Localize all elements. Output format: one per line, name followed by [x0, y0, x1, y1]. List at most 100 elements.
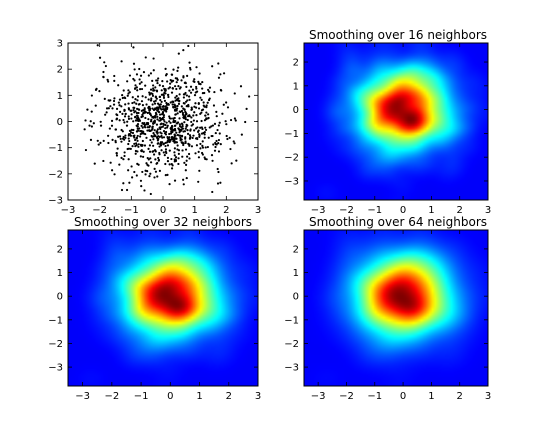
scatter-point — [165, 121, 168, 124]
scatter-point — [213, 122, 217, 125]
scatter-point — [189, 85, 193, 88]
scatter-point — [131, 176, 134, 179]
scatter-point — [158, 145, 161, 148]
scatter-point — [140, 100, 144, 103]
scatter-point — [162, 113, 166, 117]
scatter-point — [152, 100, 156, 103]
scatter-point — [145, 103, 148, 106]
scatter-point — [115, 118, 118, 121]
scatter-point — [160, 113, 164, 116]
scatter-point — [142, 71, 146, 74]
scatter-point — [164, 174, 167, 177]
scatter-point — [120, 105, 123, 108]
scatter-point — [175, 81, 178, 84]
scatter-point — [154, 86, 157, 89]
scatter-point — [123, 115, 127, 118]
scatter-point — [193, 94, 197, 97]
scatter-point — [183, 93, 186, 96]
scatter-point — [174, 129, 177, 132]
scatter-point — [177, 85, 180, 88]
scatter-point — [126, 80, 129, 83]
scatter-point — [107, 107, 110, 110]
scatter-point — [185, 85, 188, 88]
scatter-point — [111, 107, 114, 110]
scatter-point — [140, 124, 143, 127]
scatter-point — [179, 137, 182, 141]
scatter-point — [153, 129, 156, 132]
scatter-point — [151, 127, 154, 130]
scatter-point — [94, 104, 97, 107]
scatter-point — [217, 170, 220, 174]
scatter-point — [141, 113, 144, 117]
scatter-point — [180, 122, 184, 125]
scatter-point — [156, 115, 159, 118]
scatter-point — [187, 95, 191, 98]
scatter-point — [140, 144, 143, 147]
scatter-point — [202, 101, 205, 104]
scatter-point — [151, 115, 154, 119]
scatter-point — [225, 123, 228, 126]
scatter-point — [173, 133, 176, 136]
scatter-point — [225, 134, 228, 138]
scatter-point — [114, 128, 118, 131]
scatter-point — [175, 87, 178, 91]
scatter-point — [190, 106, 193, 109]
scatter-point — [141, 132, 144, 135]
scatter-point — [201, 127, 204, 131]
scatter-point — [170, 157, 173, 161]
y-tick-label: −1 — [284, 129, 299, 140]
subplot-title: Smoothing over 16 neighbors — [309, 28, 487, 42]
scatter-point — [197, 150, 200, 153]
scatter-point — [150, 118, 153, 121]
scatter-point — [160, 100, 163, 103]
y-tick-label: 0 — [57, 292, 63, 303]
scatter-point — [171, 164, 174, 167]
scatter-point — [178, 87, 181, 90]
scatter-point — [182, 130, 185, 133]
y-tick-label: 3 — [57, 39, 63, 50]
scatter-point — [152, 89, 155, 92]
scatter-point — [210, 125, 213, 128]
scatter-point — [130, 117, 133, 120]
scatter-point — [129, 147, 132, 150]
scatter-point — [218, 132, 221, 135]
scatter-point — [214, 131, 217, 135]
scatter-point — [169, 121, 172, 124]
scatter-point — [198, 82, 201, 85]
scatter-point — [152, 84, 155, 87]
scatter-point — [156, 109, 159, 112]
scatter-point — [141, 170, 144, 174]
scatter-point — [207, 136, 210, 139]
scatter-point — [215, 110, 218, 113]
scatter-point — [206, 101, 209, 104]
scatter-point — [234, 119, 237, 122]
scatter-point — [112, 103, 116, 106]
heatmap-subplot-16-neighbors: Smoothing over 16 neighbors −3 −2 −1 0 1 2 3 −3… — [284, 28, 491, 216]
scatter-point — [195, 87, 198, 90]
scatter-point — [190, 120, 193, 124]
scatter-point — [244, 120, 247, 124]
y-tick-label: −1 — [48, 315, 63, 326]
scatter-point — [148, 93, 151, 96]
scatter-point — [226, 137, 229, 141]
scatter-point — [127, 117, 131, 121]
scatter-point — [197, 180, 200, 183]
scatter-point — [155, 89, 159, 92]
x-tick-label: 0 — [400, 205, 406, 216]
x-tick-label: 0 — [400, 391, 406, 402]
scatter-point — [154, 107, 158, 110]
scatter-point — [158, 95, 161, 99]
scatter-point — [150, 141, 153, 144]
scatter-point — [153, 167, 156, 170]
scatter-point — [128, 139, 131, 143]
scatter-point — [148, 126, 151, 129]
scatter-point — [178, 93, 181, 96]
scatter-point — [83, 128, 86, 131]
scatter-point — [200, 119, 203, 123]
scatter-point — [180, 79, 183, 82]
scatter-point — [185, 176, 188, 180]
scatter-point — [88, 124, 91, 127]
scatter-point — [129, 109, 132, 112]
scatter-point — [199, 142, 202, 146]
scatter-point — [199, 112, 202, 115]
